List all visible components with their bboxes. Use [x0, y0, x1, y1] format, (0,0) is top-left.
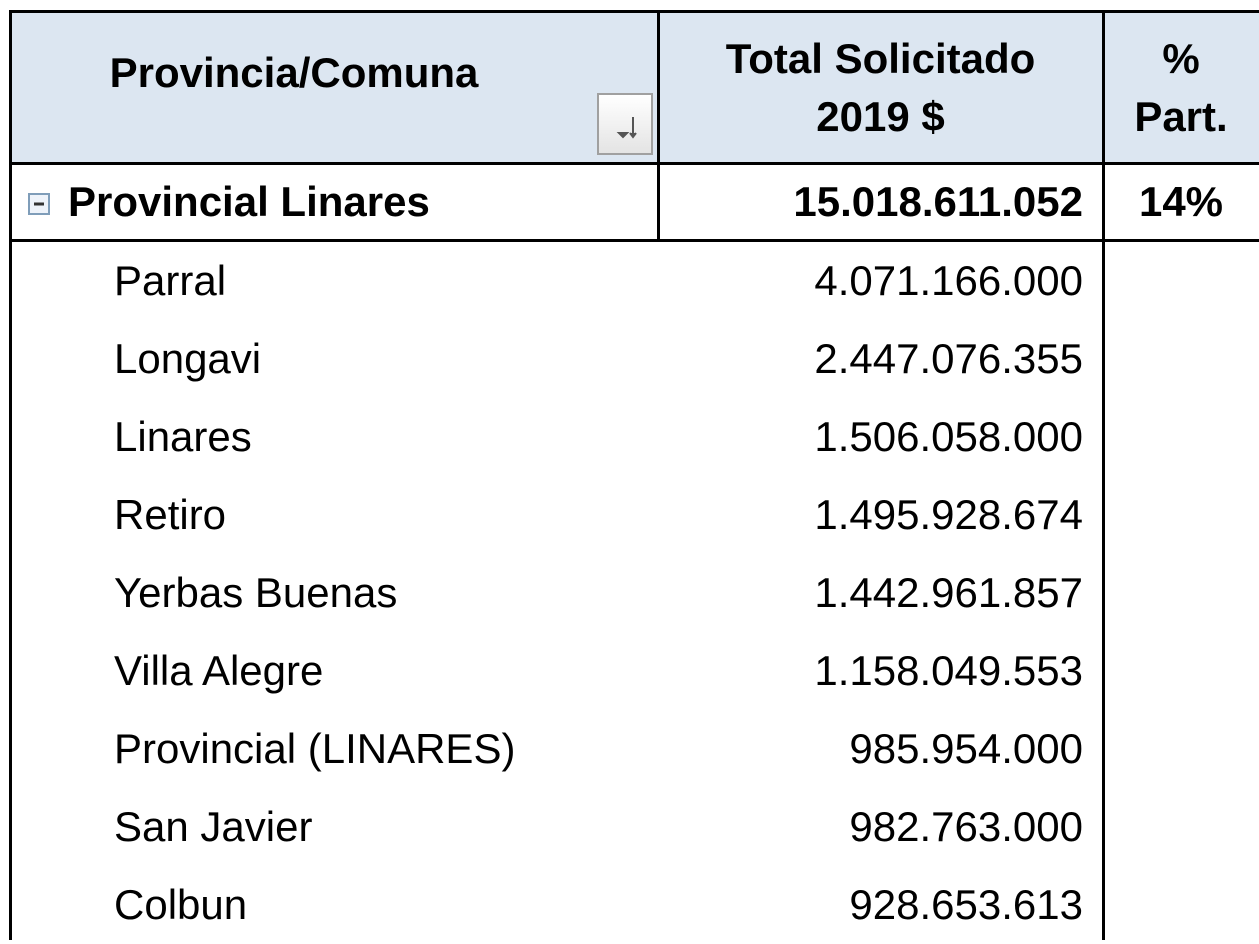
comuna-name: Villa Alegre — [114, 647, 324, 694]
comuna-name: Provincial (LINARES) — [114, 725, 516, 772]
border — [9, 10, 12, 940]
filter-button[interactable] — [597, 93, 653, 155]
comuna-name: Colbun — [114, 881, 248, 928]
header-text: % — [1162, 34, 1200, 82]
comuna-total: 1.442.961.857 — [814, 569, 1083, 616]
comuna-name: Parral — [114, 257, 227, 304]
border — [10, 162, 1259, 165]
comuna-name: San Javier — [114, 803, 313, 850]
header-text: Provincia/Comuna — [109, 48, 479, 96]
comuna-total: 982.763.000 — [849, 803, 1083, 850]
group-name: Provincial Linares — [68, 177, 430, 225]
border — [10, 239, 1259, 242]
header-cell: Total Solicitado 2019 $ — [658, 12, 1103, 163]
comuna-total: 2.447.076.355 — [814, 335, 1083, 382]
comuna-name: Longavi — [114, 335, 262, 382]
comuna-name: Yerbas Buenas — [114, 569, 398, 616]
filter-icon — [616, 117, 637, 139]
group-total: 15.018.611.052 — [793, 177, 1083, 225]
comuna-name: Retiro — [114, 491, 227, 538]
border — [657, 10, 660, 240]
comuna-total: 928.653.613 — [849, 881, 1083, 928]
comuna-total: 1.506.058.000 — [814, 413, 1083, 460]
comuna-total: 1.158.049.553 — [814, 647, 1083, 694]
header-text: Total Solicitado — [725, 34, 1036, 82]
header-cell: Provincia/Comuna — [10, 12, 658, 163]
comuna-total: 985.954.000 — [849, 725, 1083, 772]
border — [1102, 10, 1105, 940]
minus-icon — [34, 202, 44, 206]
header-text: Part. — [1134, 92, 1228, 140]
border — [10, 10, 1259, 13]
collapse-button[interactable] — [28, 193, 50, 215]
group-share: 14% — [1138, 177, 1224, 225]
comuna-total: 1.495.928.674 — [814, 491, 1083, 538]
header-cell: % Part. — [1103, 12, 1259, 163]
header-text: 2019 $ — [816, 92, 945, 140]
comuna-total: 4.071.166.000 — [814, 257, 1083, 304]
comuna-name: Linares — [114, 413, 252, 460]
